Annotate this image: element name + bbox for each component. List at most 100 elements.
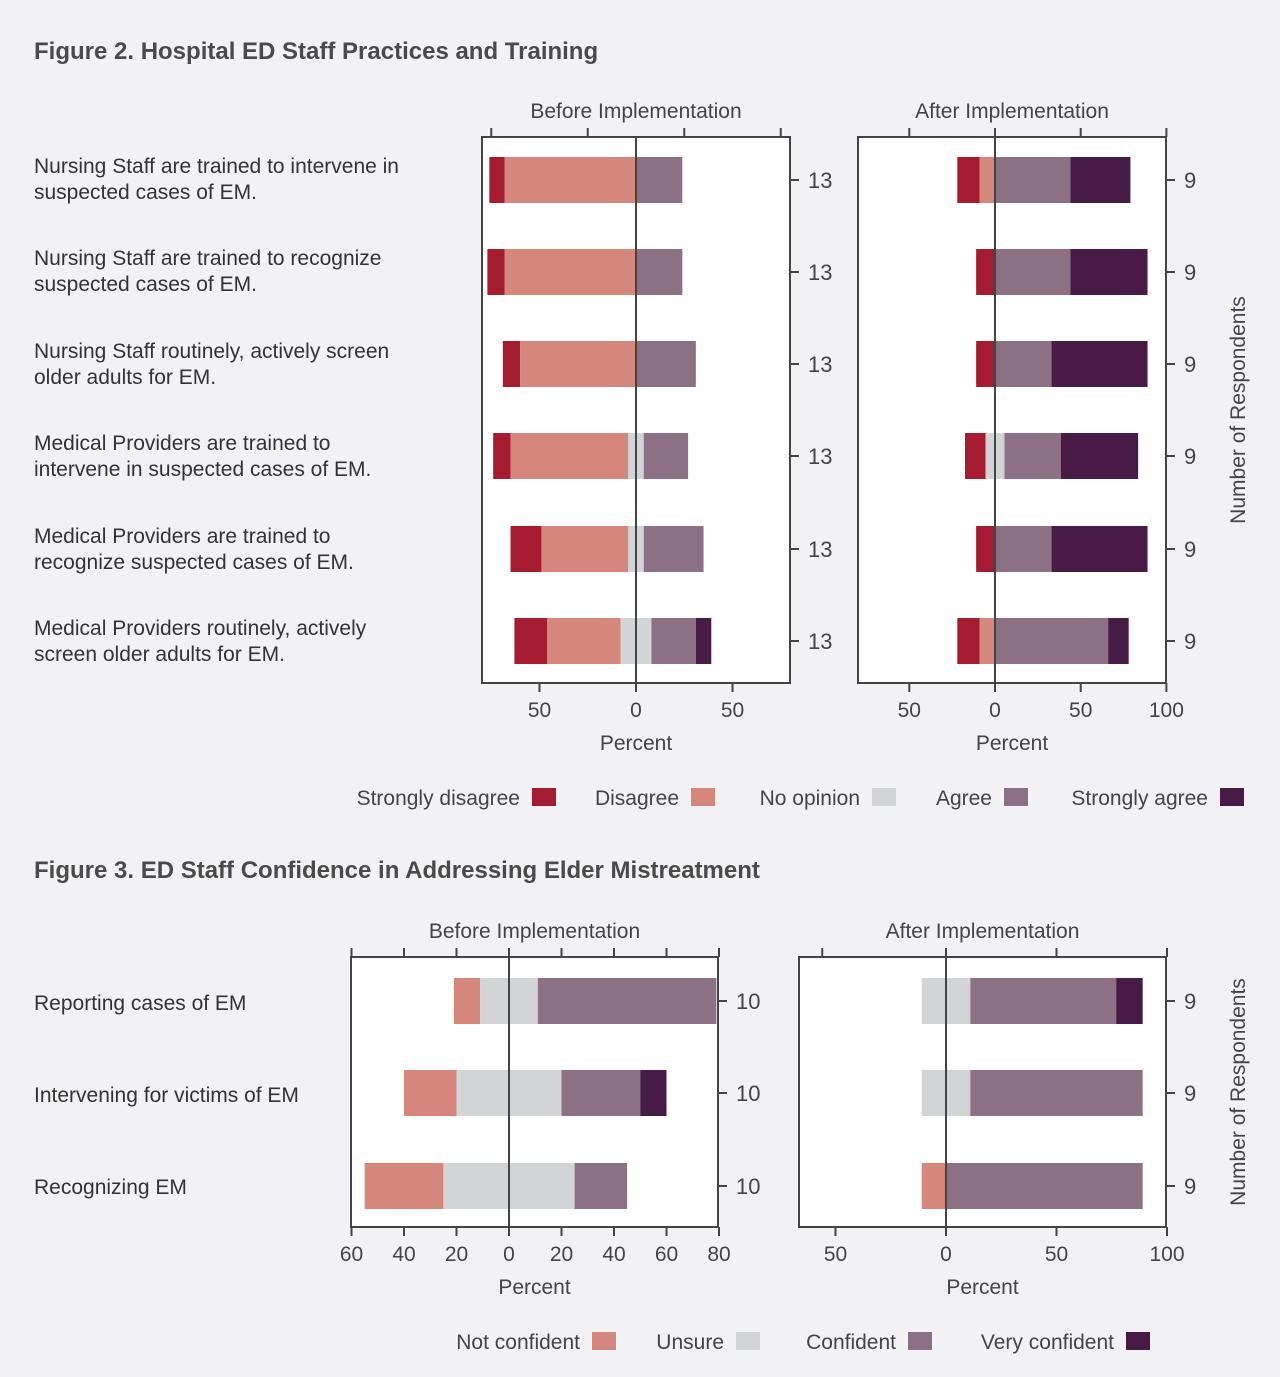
figure3-after-respondent-count: 9 <box>1184 1081 1196 1106</box>
figure3-before-bar-1-confident <box>537 978 717 1024</box>
figure3-title: Figure 3. ED Staff Confidence in Address… <box>34 857 760 884</box>
figure3-category-label: Reporting cases of EM <box>34 992 246 1015</box>
figure2-after-respondent-count: 9 <box>1184 168 1196 193</box>
figure2-before-x-axis-label: Percent <box>600 732 673 755</box>
figure3-category-label: Intervening for victims of EM <box>34 1084 299 1107</box>
figure3-after-respondent-count: 9 <box>1184 1174 1196 1199</box>
figure3-after-x-tick-label: 100 <box>1149 1243 1184 1266</box>
figure2-after-bar-1-agree <box>995 157 1071 203</box>
figure2-after-bar-3-agree <box>995 341 1052 387</box>
figure2-before-respondent-count: 13 <box>808 629 832 654</box>
figure2-before-bar-6-agree <box>651 618 696 664</box>
figure3-before-respondent-count: 10 <box>736 989 760 1014</box>
figure3-before-x-tick-label: 60 <box>340 1243 363 1266</box>
figure3-before-x-axis-label: Percent <box>498 1276 571 1299</box>
figure2-after-bar-6-agree <box>995 618 1109 664</box>
figure3-after-bar-2-confident <box>970 1070 1143 1116</box>
figure2-legend-label: Strongly agree <box>1071 787 1208 810</box>
figure3-legend-swatch <box>592 1332 616 1350</box>
figure3-legend-swatch <box>736 1332 760 1350</box>
figure3-before-x-tick-label: 40 <box>392 1243 415 1266</box>
figure3-after-x-tick-label: 50 <box>824 1243 847 1266</box>
figure2-after-bar-6-disagree <box>979 618 995 664</box>
figure3-legend-label: Very confident <box>981 1331 1114 1354</box>
figure2-after-respondent-count: 9 <box>1184 629 1196 654</box>
figure2-legend-label: Strongly disagree <box>357 787 520 810</box>
figure2-legend-swatch <box>1004 788 1028 806</box>
figure2-before-x-tick-label: 50 <box>528 699 551 722</box>
figure2-after-bar-2-strongly-disagree <box>976 249 995 295</box>
figure3-before-x-tick-label: 0 <box>503 1243 515 1266</box>
figure2-before-respondent-count: 13 <box>808 168 832 193</box>
figure3-after-x-tick-label: 0 <box>940 1243 952 1266</box>
figure2-after-bar-3-strongly-disagree <box>976 341 995 387</box>
figure2-legend-label: No opinion <box>760 787 860 810</box>
figure2-after-bar-5-strongly-agree <box>1051 526 1148 572</box>
figure2-before-bar-5-strongly-disagree <box>510 526 542 572</box>
figure2-before-bar-5-agree <box>643 526 704 572</box>
figure3-before-x-tick-label: 20 <box>550 1243 573 1266</box>
figure2-after-panel-title: After Implementation <box>915 100 1109 123</box>
figure2-before-bar-6-disagree <box>547 618 621 664</box>
figure2-before-bar-3-strongly-disagree <box>502 341 521 387</box>
figure2-before-x-tick-label: 0 <box>630 699 642 722</box>
figure2-before-panel-title: Before Implementation <box>530 100 741 123</box>
figure3-before-respondent-count: 10 <box>736 1174 760 1199</box>
figure2-title: Figure 2. Hospital ED Staff Practices an… <box>34 38 599 65</box>
figure2-before-bar-4-strongly-disagree <box>493 433 511 479</box>
figure2-before-bar-2-disagree <box>504 249 636 295</box>
figure2-category-label: Medical Providers routinely, actively scr… <box>34 617 367 666</box>
figure3-after-x-tick-label: 50 <box>1045 1243 1068 1266</box>
figure2-before-bar-4-agree <box>643 433 689 479</box>
figure2-before-respondent-count: 13 <box>808 537 832 562</box>
figure2-after-respondent-count: 9 <box>1184 537 1196 562</box>
figure2-after-x-axis-label: Percent <box>976 732 1049 755</box>
figure3-after-panel-title: After Implementation <box>886 920 1080 943</box>
figure2-after-bar-4-strongly-disagree <box>965 433 986 479</box>
figure3-legend-label: Confident <box>806 1331 896 1354</box>
figure3-legend-swatch <box>1126 1332 1150 1350</box>
figure3-before-bar-1-not-confident <box>453 978 481 1024</box>
figure3-after-bar-1-confident <box>970 978 1117 1024</box>
figure2-before-respondent-count: 13 <box>808 444 832 469</box>
figure3-right-axis-label: Number of Respondents <box>1227 978 1250 1206</box>
figure3-before-bar-2-very-confident <box>640 1070 667 1116</box>
figure2-after-respondent-count: 9 <box>1184 352 1196 377</box>
figure2-before-respondent-count: 13 <box>808 260 832 285</box>
figure2-before-bar-6-strongly-disagree <box>514 618 548 664</box>
figure3-legend-swatch <box>908 1332 932 1350</box>
figure2-before-bar-1-disagree <box>504 157 636 203</box>
figure3-before-bar-3-not-confident <box>364 1163 444 1209</box>
figure2-after-x-tick-label: 0 <box>989 699 1001 722</box>
figure2-after-x-tick-label: 50 <box>898 699 921 722</box>
figure2-category-label: Nursing Staff routinely, actively screen… <box>34 340 389 389</box>
figure2-after-bar-1-strongly-agree <box>1070 157 1131 203</box>
figure2-after-plot-frame <box>857 136 1167 684</box>
figure3-after-x-axis-label: Percent <box>946 1276 1019 1299</box>
figure2-before-bar-2-agree <box>636 249 683 295</box>
figure2-legend-label: Agree <box>936 787 992 810</box>
figure2-after-bar-6-strongly-agree <box>1108 618 1129 664</box>
figure2-after-bar-5-agree <box>995 526 1052 572</box>
figure2-category-label: Nursing Staff are trained to intervene i… <box>34 155 399 204</box>
figure2-after-bar-4-strongly-agree <box>1060 433 1139 479</box>
figure3-before-bar-2-confident <box>561 1070 641 1116</box>
figure2-category-label: Medical Providers are trained to interven… <box>34 432 371 481</box>
figure2-before-bar-3-disagree <box>520 341 636 387</box>
figure3-before-x-tick-label: 60 <box>655 1243 678 1266</box>
figure3-before-x-tick-label: 20 <box>445 1243 468 1266</box>
figure3-after-bar-1-very-confident <box>1116 978 1143 1024</box>
figure2-category-label: Nursing Staff are trained to recognize su… <box>34 247 381 296</box>
figure2-legend-swatch <box>872 788 896 806</box>
figure3-after-respondent-count: 9 <box>1184 989 1196 1014</box>
figure3-before-x-tick-label: 80 <box>707 1243 730 1266</box>
figure2-after-bar-3-strongly-agree <box>1051 341 1148 387</box>
figure3-legend-label: Not confident <box>456 1331 580 1354</box>
figure3-before-panel-title: Before Implementation <box>429 920 640 943</box>
figure2-after-bar-5-strongly-disagree <box>976 526 995 572</box>
figure2-legend-swatch <box>1220 788 1244 806</box>
figure2-after-bar-4-agree <box>1004 433 1061 479</box>
figure3-legend-label: Unsure <box>656 1331 724 1354</box>
figure2-before-x-tick-label: 50 <box>721 699 744 722</box>
